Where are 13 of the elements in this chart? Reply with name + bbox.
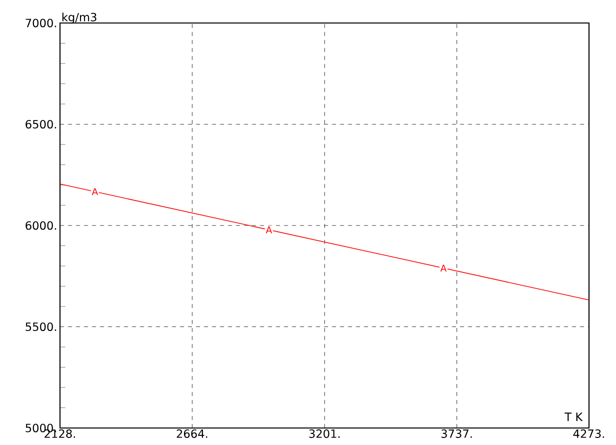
- x-axis-title: T K: [564, 412, 583, 421]
- text: A: [92, 188, 98, 196]
- y-tick-label: 6000.: [26, 221, 56, 230]
- y-tick-label: 6500.: [26, 120, 56, 129]
- y-tick-label: 5500.: [26, 322, 56, 332]
- x-tick-label: 2664.: [176, 429, 208, 438]
- y-axis-title: kg/m3: [62, 12, 96, 24]
- x-tick-label: 4273.: [573, 429, 604, 438]
- x-tick-label: 3737.: [441, 429, 472, 438]
- y-tick-label: 7000.: [26, 18, 56, 28]
- series-label: A: [440, 264, 447, 272]
- text: A: [266, 226, 272, 234]
- x-tick-label: 3201.: [309, 429, 340, 438]
